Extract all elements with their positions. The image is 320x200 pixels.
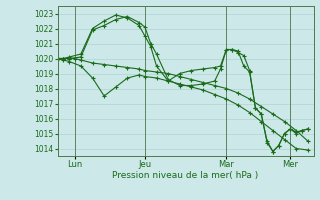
X-axis label: Pression niveau de la mer( hPa ): Pression niveau de la mer( hPa ) xyxy=(112,171,259,180)
